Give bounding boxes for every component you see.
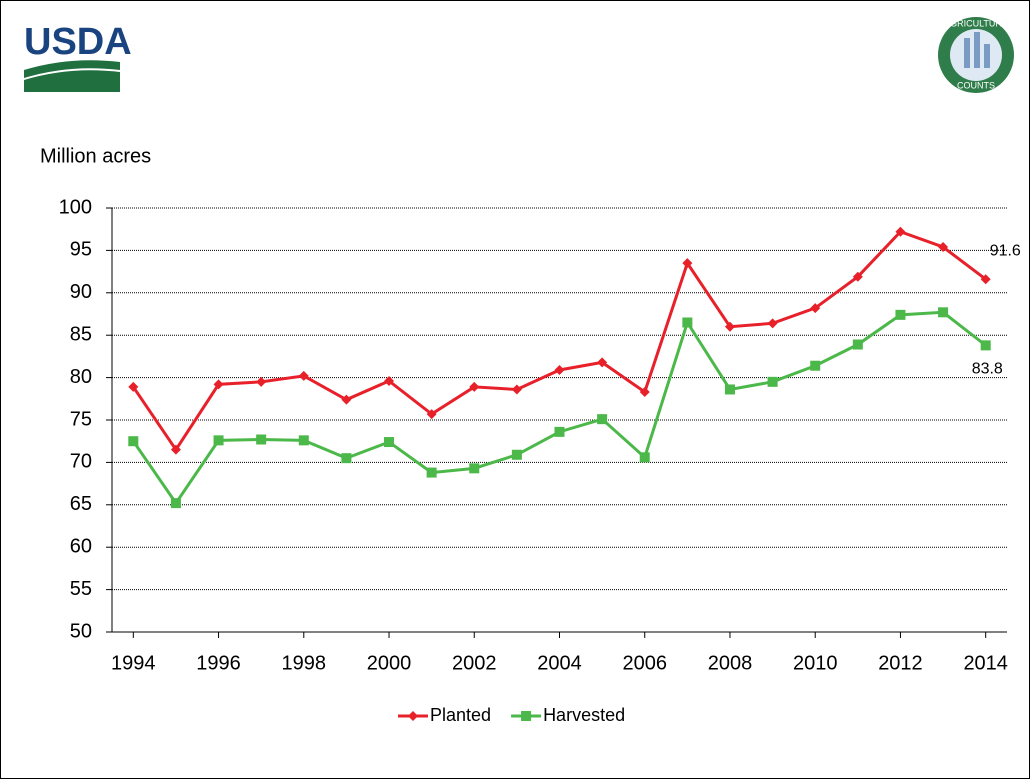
marker	[256, 376, 267, 387]
marker	[256, 434, 267, 445]
legend-label: Planted	[430, 705, 491, 725]
marker	[170, 444, 181, 455]
marker	[852, 271, 863, 282]
marker	[810, 303, 821, 314]
marker	[341, 394, 352, 405]
marker	[426, 467, 437, 478]
marker	[639, 387, 650, 398]
y-tick-label: 95	[70, 239, 92, 261]
marker	[384, 375, 395, 386]
marker	[724, 321, 735, 332]
x-tick-label: 1994	[111, 652, 156, 674]
y-tick-label: 70	[70, 451, 92, 473]
marker	[128, 381, 139, 392]
y-tick-label: 50	[70, 620, 92, 642]
marker	[170, 498, 181, 509]
marker	[938, 242, 949, 253]
marker	[980, 340, 991, 351]
marker	[298, 435, 309, 446]
marker	[980, 274, 991, 285]
y-tick-label: 60	[70, 535, 92, 557]
y-tick-label: 100	[59, 196, 92, 218]
x-tick-label: 2000	[367, 652, 412, 674]
ag-counts-logo: AGRICULTURE COUNTS	[938, 17, 1014, 93]
logo-text: USDA	[24, 21, 132, 63]
badge-bar	[974, 32, 980, 68]
marker	[426, 409, 437, 420]
x-tick-label: 2014	[963, 652, 1008, 674]
marker	[938, 307, 949, 318]
marker	[554, 426, 565, 437]
marker	[682, 258, 693, 269]
marker	[682, 317, 693, 328]
marker	[767, 318, 778, 329]
marker	[384, 437, 395, 448]
x-tick-label: 2008	[708, 652, 753, 674]
usda-logo: USDA	[24, 21, 132, 92]
marker	[895, 226, 906, 237]
x-tick-label: 2002	[452, 652, 497, 674]
y-tick-label: 85	[70, 323, 92, 345]
y-axis-label: Million acres	[40, 145, 151, 167]
marker	[341, 453, 352, 464]
marker	[895, 309, 906, 320]
marker	[213, 435, 224, 446]
badge-bottom: COUNTS	[957, 80, 995, 90]
marker	[298, 370, 309, 381]
marker	[511, 384, 522, 395]
marker	[408, 711, 418, 721]
marker	[724, 384, 735, 395]
marker	[128, 436, 139, 447]
y-tick-label: 90	[70, 281, 92, 303]
x-tick-label: 1998	[282, 652, 327, 674]
marker	[554, 364, 565, 375]
marker	[597, 357, 608, 368]
badge-top: AGRICULTURE	[944, 18, 1008, 28]
marker	[597, 414, 608, 425]
y-tick-label: 55	[70, 578, 92, 600]
badge-bar	[964, 38, 970, 68]
x-tick-label: 2010	[793, 652, 838, 674]
legend-label: Harvested	[543, 705, 625, 725]
logo-swoosh	[24, 60, 120, 78]
x-tick-label: 2006	[622, 652, 667, 674]
data-label: 91.6	[990, 242, 1021, 259]
y-tick-label: 75	[70, 408, 92, 430]
marker	[521, 711, 532, 721]
y-tick-label: 80	[70, 366, 92, 388]
marker	[639, 452, 650, 463]
marker	[511, 449, 522, 460]
marker	[213, 379, 224, 390]
x-tick-label: 1996	[196, 652, 241, 674]
marker	[810, 360, 821, 371]
badge-bar	[984, 44, 990, 68]
marker	[469, 463, 480, 474]
marker	[469, 381, 480, 392]
marker	[852, 339, 863, 350]
data-label: 83.8	[972, 361, 1003, 378]
logo-swoosh	[24, 70, 120, 92]
x-tick-label: 2004	[537, 652, 582, 674]
x-tick-label: 2012	[878, 652, 923, 674]
marker	[767, 376, 778, 387]
y-tick-label: 65	[70, 493, 92, 515]
